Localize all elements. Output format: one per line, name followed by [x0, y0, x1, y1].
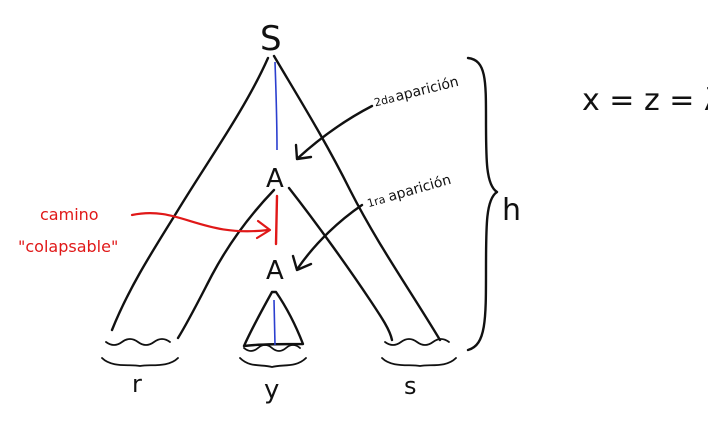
arrow-collapsible [130, 212, 270, 233]
arrow-first-occurrence [296, 203, 364, 270]
brace-y [239, 357, 307, 368]
arrow-second-occurrence-head [294, 143, 313, 161]
leaves-inner-triangle [243, 344, 301, 352]
segment-r-label: r [132, 370, 142, 398]
height-brace [466, 56, 499, 352]
brace-s [381, 357, 457, 367]
first-occurrence-ordinal: 1ra [366, 193, 387, 211]
outer-triangle-right-edge [272, 54, 442, 342]
root-label: S [260, 19, 282, 59]
equation: x = z = λ [582, 83, 708, 118]
path-s-to-a [274, 61, 278, 151]
leaves-left-region [105, 338, 171, 346]
arrow-collapsible-head [255, 219, 272, 240]
second-occurrence-annotation: 2da aparición [373, 74, 461, 110]
second-occurrence-word: aparición [394, 74, 461, 105]
upper-node-label: A [266, 164, 284, 194]
outer-triangle-left-edge [110, 56, 270, 332]
brace-r [101, 357, 179, 367]
first-occurrence-annotation: 1ra aparición [366, 172, 453, 211]
lower-node-label: A [266, 256, 284, 286]
collapsible-path-line2: "colapsable" [18, 237, 118, 256]
arrow-first-occurrence-head [291, 254, 313, 272]
collapsible-path-line [274, 194, 279, 246]
segment-s-label: s [404, 372, 417, 400]
inner-triangle-path [273, 299, 276, 346]
second-occurrence-ordinal: 2da [373, 92, 396, 110]
first-occurrence-word: aparición [386, 172, 453, 205]
segment-y-label: y [264, 375, 279, 405]
inner-right-branch [287, 186, 394, 342]
collapsible-path-line1: camino [40, 205, 99, 224]
arrow-second-occurrence [296, 104, 374, 160]
inner-left-branch [176, 188, 276, 340]
leaves-right-region [384, 338, 450, 346]
collapsible-path-annotation: camino "colapsable" [18, 205, 118, 256]
height-label: h [502, 193, 521, 228]
